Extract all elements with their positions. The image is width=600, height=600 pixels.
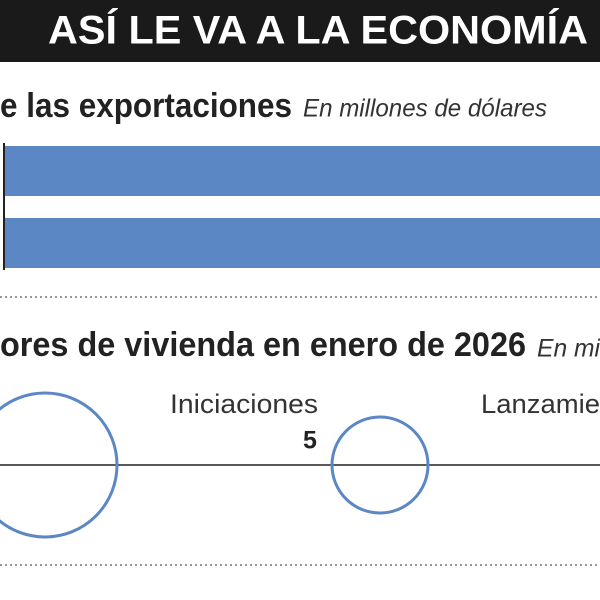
circle: [0, 391, 119, 539]
section-title: ores de vivienda en enero de 2026: [0, 326, 526, 364]
item-value: 5: [303, 427, 317, 455]
section-title: e las exportaciones: [0, 87, 292, 125]
circle: [330, 415, 430, 515]
item-label: Lanzamie: [481, 389, 600, 419]
header-bar: [0, 0, 600, 62]
item-label: Iniciaciones: [170, 389, 318, 419]
section-unit: En millones de dólares: [303, 95, 547, 123]
bar: [5, 146, 600, 196]
section-unit: En mi: [537, 335, 600, 363]
bar: [5, 218, 600, 268]
header-title: ASÍ LE VA A LA ECONOMÍA: [48, 8, 588, 53]
